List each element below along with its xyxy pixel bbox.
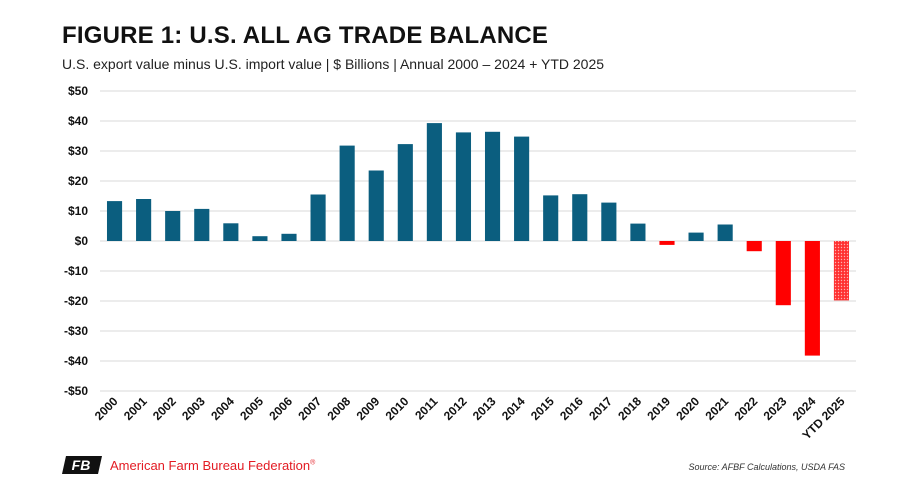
y-tick-label: -$30 [64, 324, 88, 338]
x-tick-label: 2009 [354, 394, 383, 423]
x-tick-label: 2020 [673, 394, 702, 423]
x-tick-label: 2001 [121, 394, 150, 423]
x-tick-label: 2017 [586, 394, 615, 423]
x-tick-label: 2016 [557, 394, 586, 423]
y-tick-label: $50 [68, 84, 88, 98]
y-tick-label: -$20 [64, 294, 88, 308]
afbf-logo: FB American Farm Bureau Federation® [62, 456, 315, 474]
x-tick-label: 2012 [441, 394, 470, 423]
chart-title: FIGURE 1: U.S. ALL AG TRADE BALANCE [62, 22, 549, 49]
bar-2003 [194, 208, 210, 241]
bar-2005 [252, 236, 268, 241]
x-tick-label: 2013 [470, 394, 499, 423]
x-tick-label: 2014 [499, 394, 528, 423]
x-tick-label: 2003 [179, 394, 208, 423]
bar-2001 [136, 199, 152, 241]
x-tick-label: 2000 [92, 394, 121, 423]
y-tick-label: $0 [75, 234, 89, 248]
y-tick-label: $30 [68, 144, 88, 158]
x-tick-label: 2011 [412, 394, 441, 423]
x-tick-label: 2004 [208, 394, 237, 423]
gridlines [100, 90, 856, 392]
bar-2014 [514, 136, 530, 241]
fb-logo-letters: FB [72, 457, 91, 473]
x-tick-label: 2015 [528, 394, 557, 423]
bar-2000 [106, 201, 123, 241]
logo-text: American Farm Bureau Federation® [110, 458, 315, 473]
x-tick-label: 2010 [383, 394, 412, 423]
bar-2012 [455, 132, 472, 241]
x-tick-label: 2002 [150, 394, 179, 423]
bar-2022 [746, 241, 762, 252]
bars [106, 123, 850, 356]
x-tick-label: 2007 [295, 394, 324, 423]
x-axis: 2000 2001 2002 2003 2004 2005 2006 2007 2008 2009… [92, 394, 848, 442]
logo-name: American Farm Bureau Federation [110, 457, 311, 473]
y-axis: $50 $40 $30 $20 $10 $0 -$10 -$20 -$30 -$40 -$50 [64, 84, 88, 398]
bar-2010 [397, 144, 413, 241]
x-tick-label: 2006 [266, 394, 295, 423]
x-tick-label: 2018 [615, 394, 644, 423]
bar-2013 [484, 131, 501, 241]
bar-ytd-2025 [833, 241, 850, 301]
y-tick-label: -$50 [64, 384, 88, 398]
bar-2009 [368, 170, 384, 241]
chart-subtitle: U.S. export value minus U.S. import valu… [62, 56, 605, 72]
bar-2019 [659, 241, 675, 245]
bar-2017 [601, 202, 617, 241]
source-note: Source: AFBF Calculations, USDA FAS [688, 462, 845, 472]
y-tick-label: $20 [68, 174, 88, 188]
bar-2004 [223, 223, 239, 241]
x-tick-label: 2019 [644, 394, 673, 423]
bar-2015 [543, 195, 559, 241]
y-tick-label: -$10 [64, 264, 88, 278]
bar-2018 [630, 223, 646, 241]
x-tick-label: 2021 [702, 394, 731, 423]
bar-2006 [281, 233, 297, 241]
trademark: ® [310, 459, 316, 467]
bar-2016 [572, 194, 588, 241]
bar-2008 [339, 145, 355, 241]
y-tick-label: $40 [68, 114, 88, 128]
bar-2024 [804, 241, 820, 356]
x-tick-label: 2022 [732, 394, 761, 423]
bar-2011 [426, 123, 442, 241]
bar-2007 [310, 194, 326, 241]
x-tick-label: 2023 [761, 394, 790, 423]
y-tick-label: -$40 [64, 354, 88, 368]
x-tick-label: 2008 [324, 394, 353, 423]
bar-2002 [165, 211, 181, 241]
bar-2021 [717, 224, 733, 241]
bar-2020 [688, 232, 704, 241]
x-tick-label: 2005 [237, 394, 266, 423]
bar-2023 [775, 241, 791, 306]
fb-logo-icon: FB [62, 456, 102, 474]
y-tick-label: $10 [68, 204, 88, 218]
